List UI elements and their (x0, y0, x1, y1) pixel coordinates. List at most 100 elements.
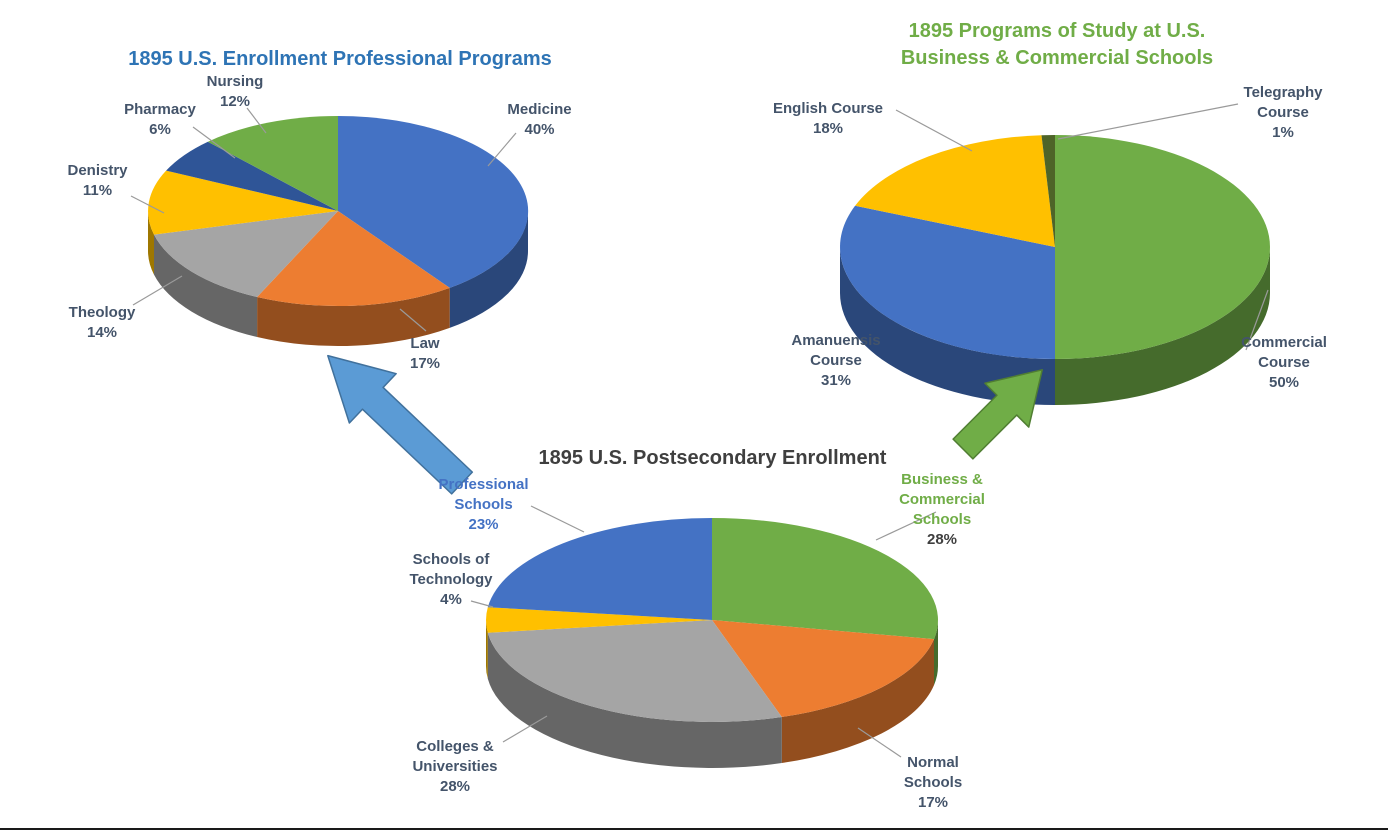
pie-slice-denistry (148, 170, 338, 235)
label-law: Law 17% (390, 334, 460, 374)
bottom-border (0, 828, 1388, 830)
label-law-name: Law (410, 335, 440, 352)
label-medicine-pct: 40% (524, 121, 555, 138)
pie-slice-english-course (855, 135, 1055, 247)
pie-business-commercial-programs (840, 134, 1270, 405)
pie-slice-telegraphy-course (1041, 134, 1055, 247)
pie-slice-theology (154, 211, 338, 297)
label-business-commercial-schools-name: Business & Commercial Schools (899, 471, 985, 528)
label-amanuensis-course-pct: 31% (820, 372, 852, 389)
label-colleges-universities-name: Colleges & Universities (412, 738, 498, 775)
pie-slice-professional-schools (487, 518, 712, 620)
label-pharmacy-name: Pharmacy (124, 101, 196, 118)
label-commercial-course-name: Commercial Course (1241, 334, 1327, 371)
label-professional-schools: Professional Schools 23% (426, 475, 541, 535)
pie-wall-law (257, 287, 450, 347)
leader-line-theology (132, 275, 183, 306)
label-nursing-pct: 12% (219, 93, 251, 110)
pie-wall-schools-of-technology (486, 620, 488, 679)
label-english-course-pct: 18% (812, 120, 844, 137)
label-colleges-universities-pct: 28% (439, 778, 471, 795)
label-telegraphy-course-name: Telegraphy Course (1243, 84, 1323, 121)
leader-line-commercial-course (1245, 289, 1269, 351)
green-arrow (952, 369, 1043, 460)
label-commercial-course: Commercial Course 50% (1238, 333, 1330, 393)
label-nursing: Nursing 12% (190, 72, 280, 112)
label-theology-name: Theology (68, 304, 136, 321)
label-denistry-pct: 11% (82, 182, 113, 199)
leader-line-professional-schools (530, 505, 585, 533)
leader-line-business-commercial-schools (875, 511, 937, 541)
leader-line-law (399, 308, 427, 332)
pie-slice-schools-of-technology (486, 607, 712, 633)
pie-slice-law (257, 211, 450, 307)
leader-line-medicine (487, 132, 517, 167)
label-business-commercial-schools-pct: 28% (926, 531, 958, 548)
pie-wall-amanuensis-course (840, 247, 1055, 405)
leader-line-schools-of-technology (470, 600, 494, 608)
leader-line-nursing (246, 107, 267, 134)
label-medicine: Medicine 40% (492, 100, 587, 140)
blue-arrow (327, 354, 474, 495)
pie-postsecondary-enrollment (486, 518, 938, 768)
chart-title-professional-programs: 1895 U.S. Enrollment Professional Progra… (128, 48, 552, 70)
label-normal-schools-name: Normal Schools (903, 754, 963, 791)
label-professional-schools-pct: 23% (468, 516, 499, 533)
chart-title-business-commercial: 1895 Programs of Study at U.S. Business … (820, 18, 1294, 72)
pie-wall-medicine (449, 211, 529, 328)
green-arrow-shape (952, 369, 1043, 460)
leader-line-telegraphy-course (1057, 103, 1239, 140)
label-normal-schools-pct: 17% (917, 794, 949, 811)
label-business-commercial-schools: Business & Commercial Schools 28% (892, 470, 992, 550)
pie-wall-normal-schools (781, 639, 934, 763)
label-amanuensis-course: Amanuensis Course 31% (790, 331, 882, 391)
label-schools-of-technology-name: Schools of Technology (409, 551, 493, 588)
pie-slice-colleges-universities (487, 620, 782, 722)
pie-slice-normal-schools (712, 620, 934, 717)
label-denistry-name: Denistry (67, 162, 128, 179)
label-law-pct: 17% (409, 355, 441, 372)
label-pharmacy-pct: 6% (149, 121, 171, 138)
pie-wall-denistry (148, 211, 154, 275)
label-medicine-name: Medicine (507, 101, 572, 118)
label-denistry: Denistry 11% (50, 161, 145, 201)
label-colleges-universities: Colleges & Universities 28% (398, 737, 512, 797)
leader-line-colleges-universities (502, 715, 548, 743)
pie-slice-nursing (207, 115, 338, 211)
pie-slice-business-commercial-schools (712, 518, 938, 640)
label-telegraphy-course-pct: 1% (1272, 124, 1294, 141)
label-pharmacy: Pharmacy 6% (115, 100, 205, 140)
label-english-course: English Course 18% (763, 99, 893, 139)
pie-professional-programs (148, 115, 529, 347)
pie-slice-medicine (338, 115, 529, 288)
label-telegraphy-course: Telegraphy Course 1% (1238, 83, 1328, 143)
pie-wall-theology (154, 234, 258, 337)
label-english-course-name: English Course (772, 100, 884, 117)
leader-line-english-course (895, 109, 973, 152)
pie-slice-amanuensis-course (840, 205, 1055, 359)
label-schools-of-technology-pct: 4% (440, 591, 462, 608)
blue-arrow-shape (327, 354, 474, 495)
pie-slice-commercial-course (1055, 135, 1270, 359)
chart-title-business-commercial-line2: Business & Commercial Schools (900, 47, 1214, 69)
label-nursing-name: Nursing (206, 73, 264, 90)
leader-line-normal-schools (857, 727, 902, 758)
leader-lines (130, 103, 1269, 758)
pie-wall-commercial-course (1055, 247, 1270, 405)
pie-wall-colleges-universities (487, 632, 782, 768)
chart-title-postsecondary: 1895 U.S. Postsecondary Enrollment (538, 447, 887, 469)
label-professional-schools-name: Professional Schools (438, 476, 529, 513)
label-amanuensis-course-name: Amanuensis Course (791, 332, 881, 369)
leader-line-pharmacy (192, 126, 236, 159)
pie-slice-pharmacy (166, 141, 338, 211)
label-commercial-course-pct: 50% (1268, 374, 1300, 391)
label-theology: Theology 14% (52, 303, 152, 343)
chart-title-business-commercial-line1: 1895 Programs of Study at U.S. (908, 20, 1206, 42)
label-theology-pct: 14% (86, 324, 118, 341)
pie-wall-business-commercial-schools (934, 620, 938, 686)
leader-line-denistry (130, 195, 165, 214)
label-schools-of-technology: Schools of Technology 4% (395, 550, 507, 610)
label-normal-schools: Normal Schools 17% (888, 753, 978, 813)
